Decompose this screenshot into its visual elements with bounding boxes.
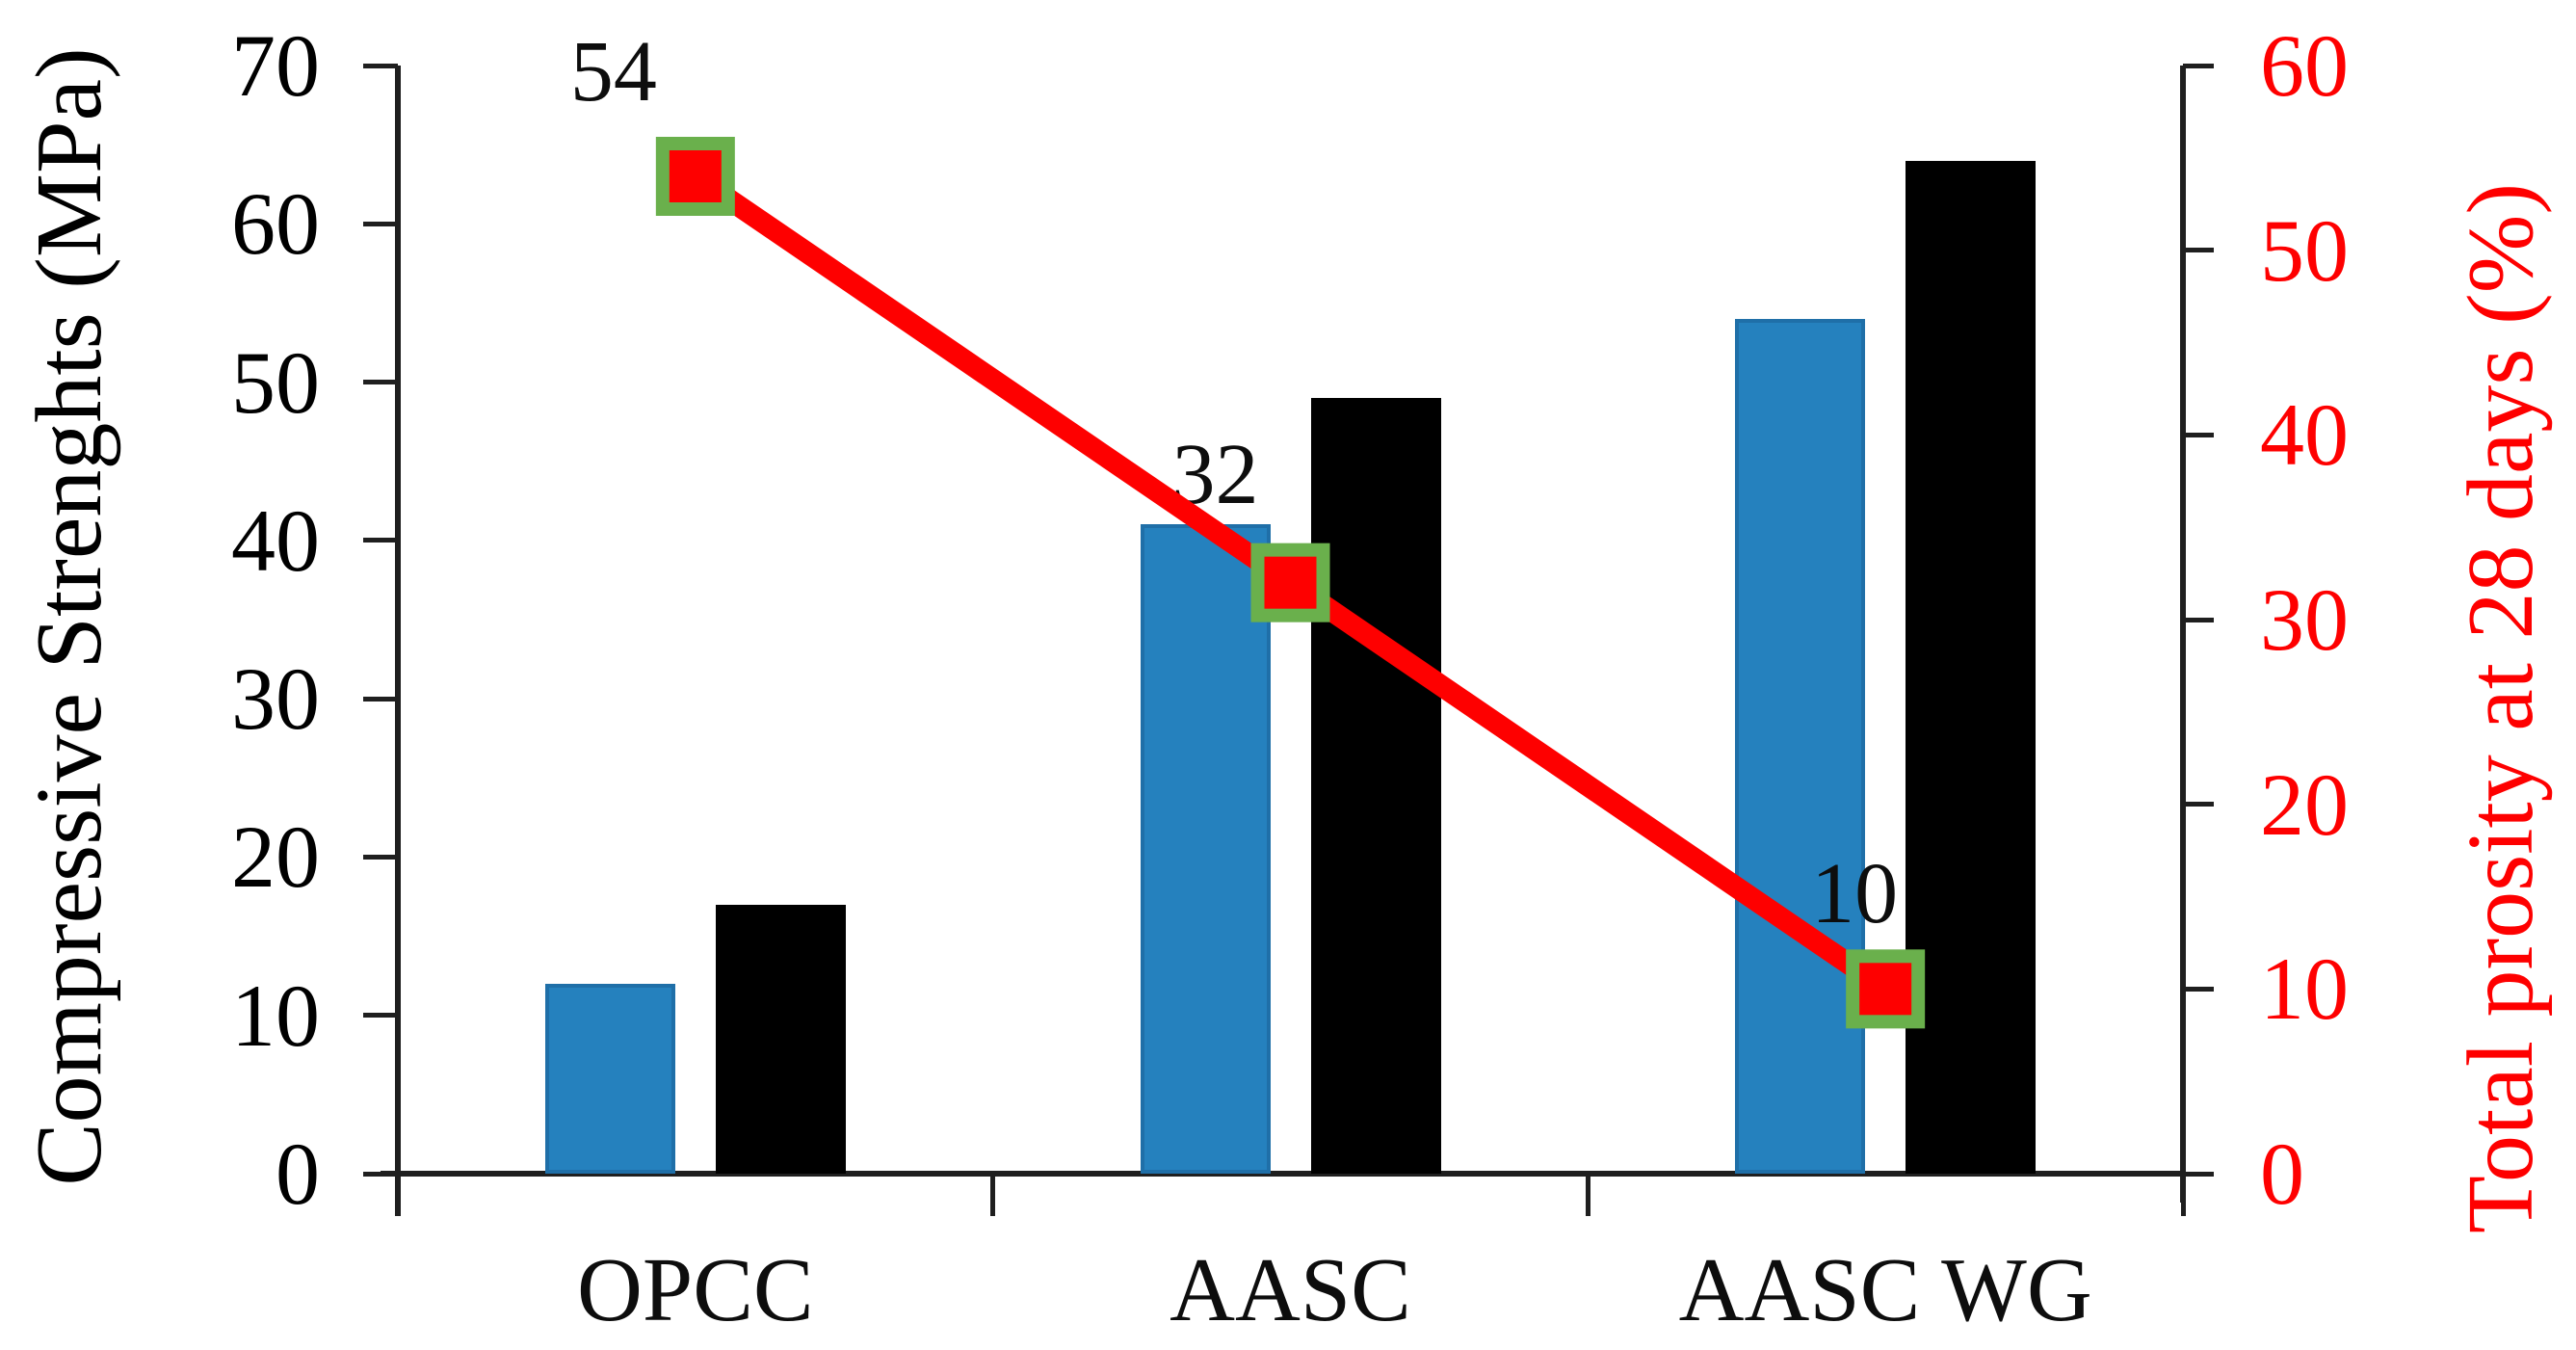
left-axis-tick bbox=[363, 1013, 398, 1019]
porosity-marker-aasc-wg bbox=[1846, 949, 1926, 1029]
porosity-data-label: 54 bbox=[569, 24, 657, 119]
left-axis-tick bbox=[363, 63, 398, 68]
y-axis-right-line bbox=[2180, 66, 2186, 1203]
left-axis-tick-label: 40 bbox=[231, 490, 320, 590]
right-axis-tick bbox=[2183, 248, 2214, 253]
left-axis-tick bbox=[363, 380, 398, 385]
porosity-marker-opcc bbox=[655, 137, 735, 216]
x-category-label: OPCC bbox=[577, 1240, 814, 1340]
right-axis-tick bbox=[2183, 986, 2214, 992]
left-axis-tick bbox=[363, 696, 398, 701]
bar-blue-aasc-wg bbox=[1735, 318, 1866, 1174]
left-axis-tick-label: 0 bbox=[276, 1125, 320, 1223]
x-category-label: AASC WG bbox=[1678, 1240, 2092, 1340]
x-axis-tick bbox=[2180, 1174, 2186, 1216]
right-axis-tick bbox=[2183, 432, 2214, 437]
x-category-label: AASC bbox=[1170, 1240, 1411, 1340]
right-axis-tick bbox=[2183, 617, 2214, 622]
bar-blue-aasc bbox=[1140, 524, 1271, 1174]
left-axis-tick bbox=[363, 1171, 398, 1177]
bar-blue-opcc bbox=[544, 983, 675, 1174]
bar-black-aasc bbox=[1310, 398, 1441, 1174]
left-axis-tick-label: 70 bbox=[231, 16, 320, 115]
x-axis-line bbox=[381, 1171, 2186, 1177]
right-axis-tick-label: 30 bbox=[2260, 570, 2349, 669]
right-axis-tick bbox=[2183, 1171, 2214, 1177]
y-axis-left-line bbox=[395, 66, 401, 1216]
right-axis-tick-label: 50 bbox=[2260, 200, 2349, 300]
right-axis-tick-label: 10 bbox=[2260, 940, 2349, 1039]
left-axis-tick-label: 10 bbox=[231, 966, 320, 1065]
left-axis-tick-label: 30 bbox=[231, 649, 320, 749]
bar-black-opcc bbox=[715, 904, 846, 1174]
left-axis-tick bbox=[363, 538, 398, 543]
x-axis-tick bbox=[395, 1174, 401, 1216]
left-axis-tick-label: 60 bbox=[231, 174, 320, 274]
x-axis-tick bbox=[1585, 1174, 1590, 1216]
left-axis-tick-label: 50 bbox=[231, 332, 320, 432]
left-axis-tick-label: 20 bbox=[231, 807, 320, 907]
right-axis-tick-label: 20 bbox=[2260, 754, 2349, 854]
porosity-marker-aasc bbox=[1250, 543, 1330, 622]
right-axis-tick-label: 0 bbox=[2260, 1125, 2304, 1223]
right-axis-tick-label: 60 bbox=[2260, 16, 2349, 115]
right-axis-tick-label: 40 bbox=[2260, 385, 2349, 485]
x-axis-tick bbox=[990, 1174, 996, 1216]
bar-black-aasc-wg bbox=[1906, 160, 2037, 1174]
porosity-data-label: 10 bbox=[1811, 846, 1899, 942]
right-axis-tick bbox=[2183, 802, 2214, 807]
left-axis-tick bbox=[363, 221, 398, 226]
left-axis-tick bbox=[363, 854, 398, 860]
right-axis-tick bbox=[2183, 63, 2214, 68]
